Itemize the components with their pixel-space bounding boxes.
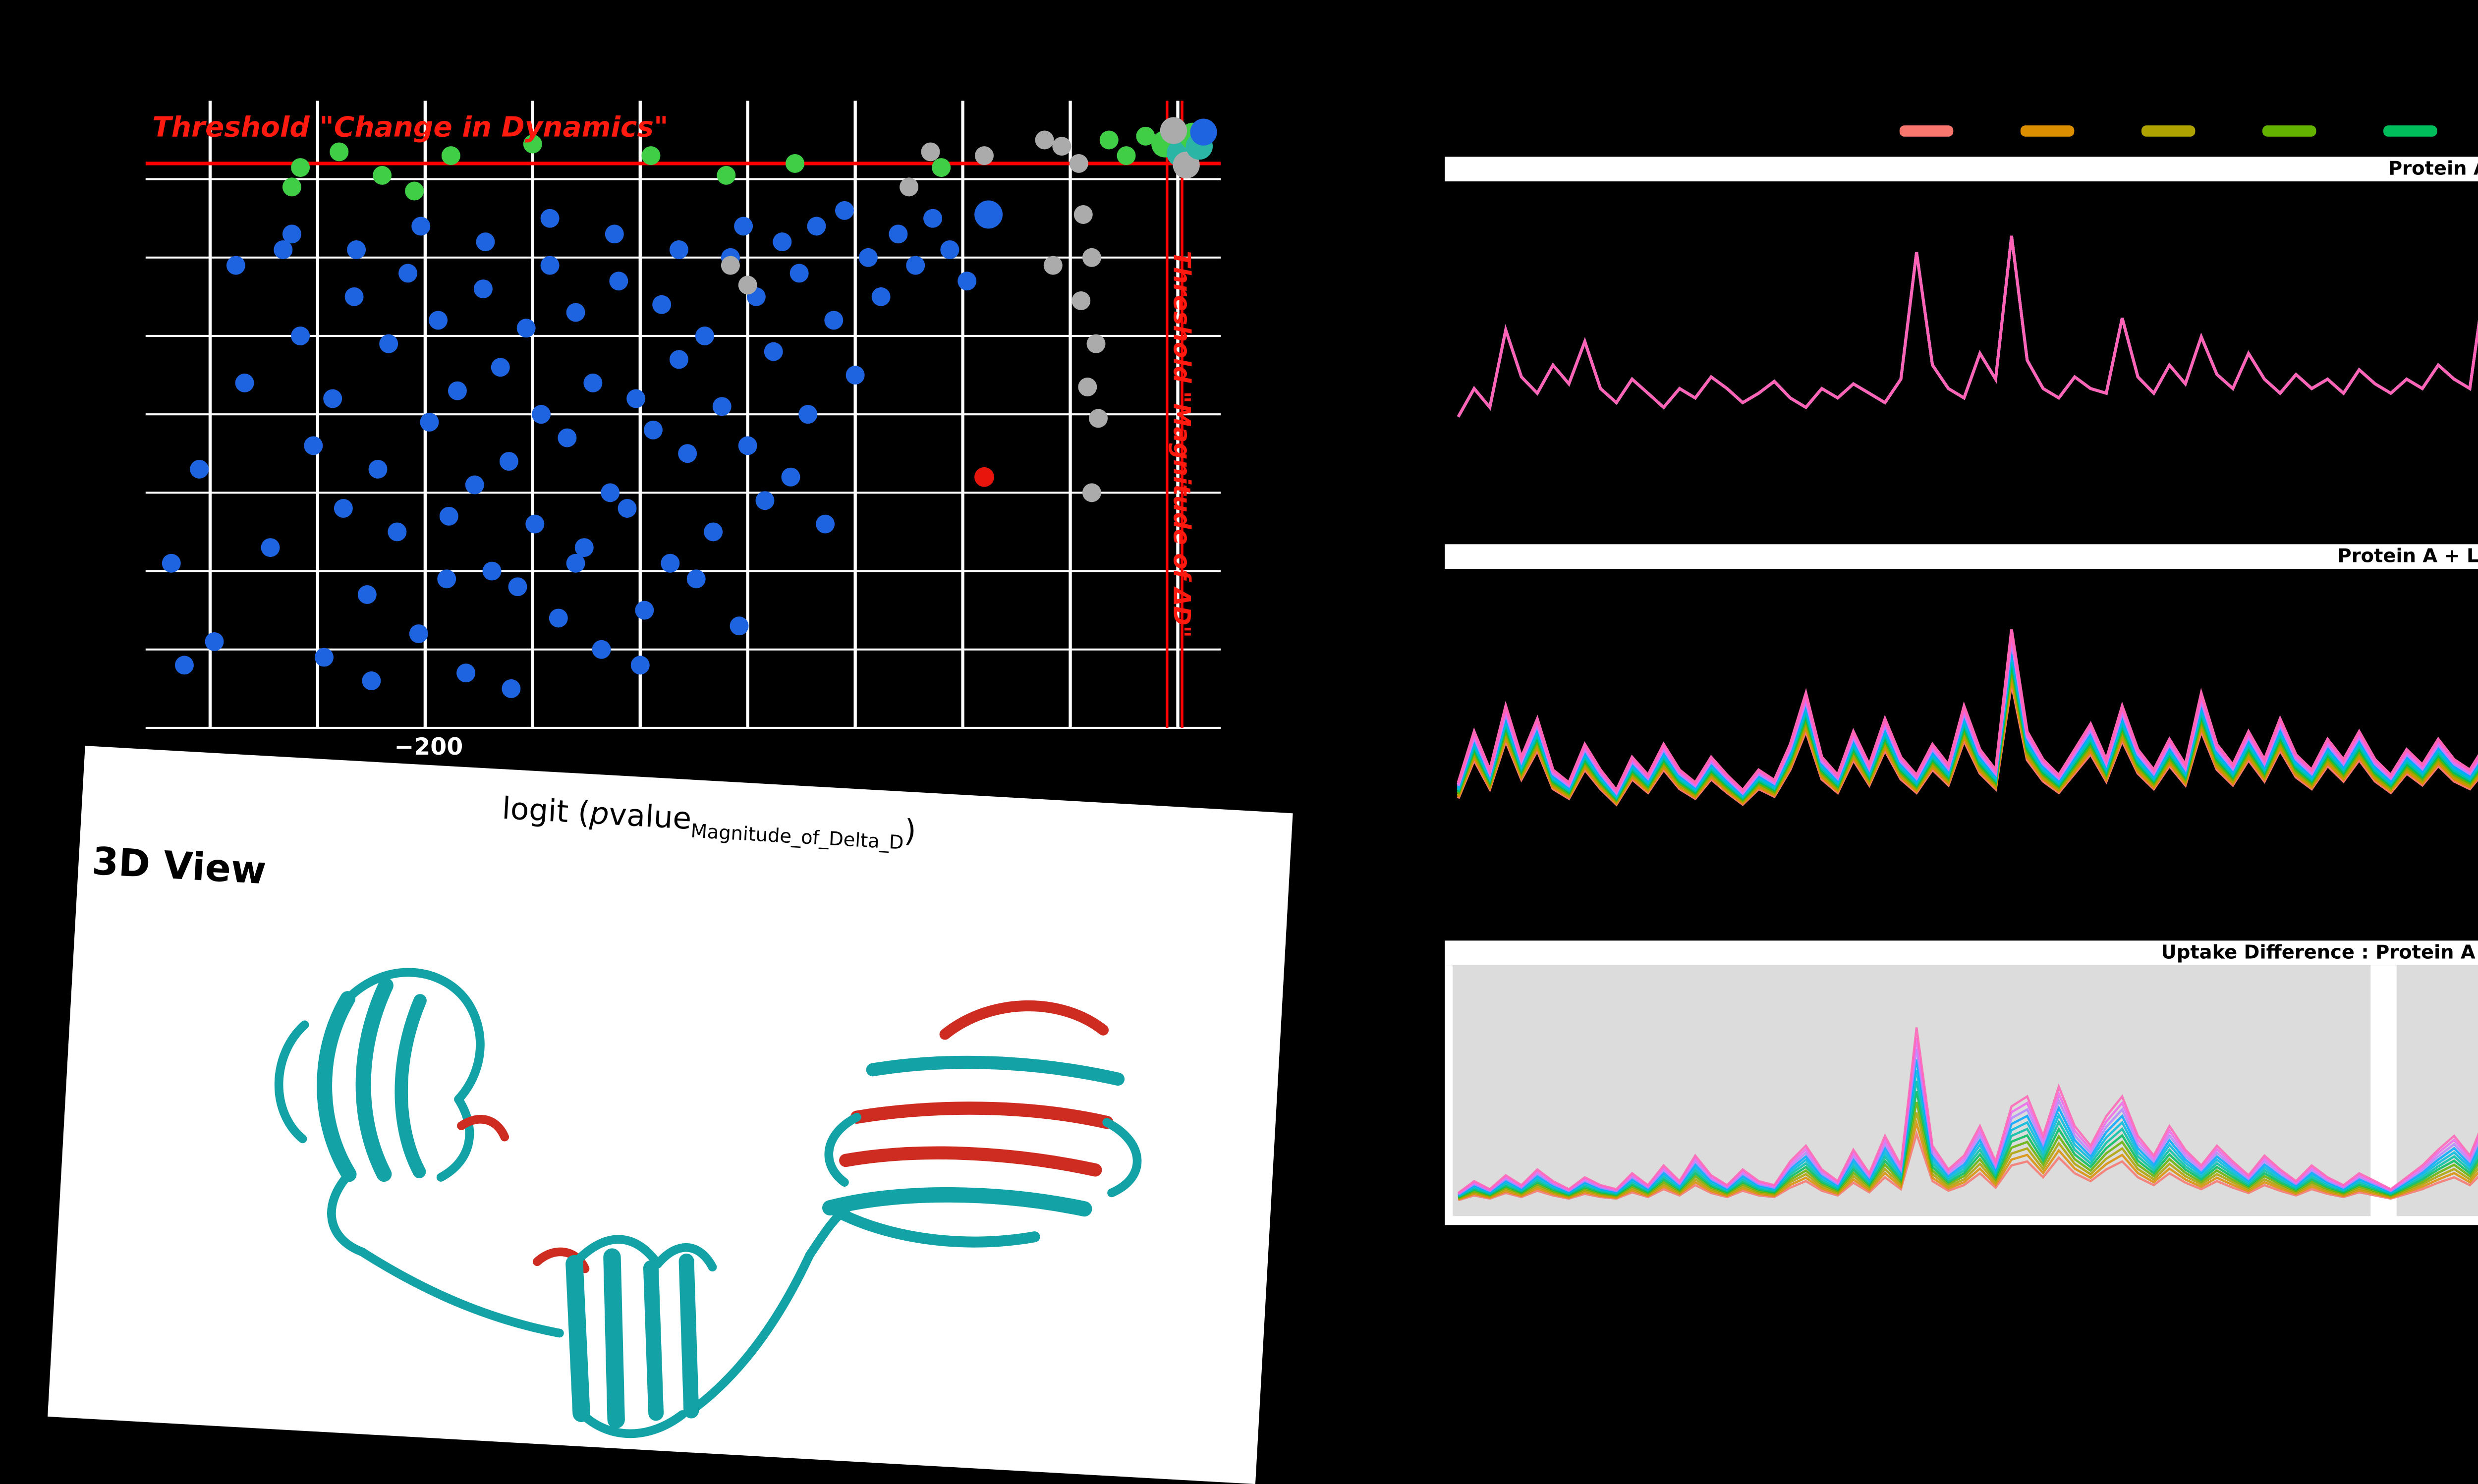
uptake-series-lines — [1457, 235, 2478, 418]
series-line — [1458, 1130, 2478, 1202]
legend-color-dash[interactable] — [2383, 125, 2437, 136]
series-line — [1457, 235, 2478, 418]
app-canvas: Threshold "Change in Dynamics" Threshold… — [48, 101, 2478, 1484]
x-label-close: ) — [903, 814, 917, 851]
volcano-scatter-canvas[interactable] — [145, 101, 1221, 729]
legend-color-dash[interactable] — [2141, 125, 2196, 136]
series-line — [1458, 1038, 2478, 1195]
series-line — [1458, 1070, 2478, 1197]
series-line — [1457, 629, 2478, 793]
uptake-series-lines — [1458, 1027, 2478, 1202]
timepoint-legend — [1899, 125, 2478, 136]
uptake-series-lines — [1457, 629, 2478, 807]
protein-a-title-bar: Protein A — [1445, 157, 2478, 182]
legend-color-dash[interactable] — [1899, 125, 1954, 136]
volcano-scatter-points — [162, 117, 1217, 698]
series-line — [1458, 1080, 2478, 1198]
volcano-gridlines — [145, 101, 1221, 729]
series-line — [1458, 1048, 2478, 1196]
uptake-difference-title-bar: Uptake Difference : Protein A - (Protein… — [1445, 940, 2478, 966]
volcano-x-axis-label: logit (pvalueMagnitude_of_Delta_D) — [328, 782, 1090, 866]
protein-a-ligand-uptake-chart[interactable] — [1445, 569, 2478, 930]
uptake-difference-chart[interactable] — [1445, 965, 2478, 1225]
volcano-threshold-lines — [145, 101, 1221, 728]
threshold-magnitude-label: Threshold "Magnitude of ΔD" — [1167, 251, 1194, 638]
x-label-subscript: Magnitude_of_Delta_D — [690, 822, 904, 856]
panel-3d-view: logit (pvalueMagnitude_of_Delta_D) 3D Vi… — [48, 746, 1293, 1484]
legend-color-dash[interactable] — [2262, 125, 2316, 136]
series-line — [1458, 1101, 2478, 1199]
series-line — [1457, 235, 2478, 418]
series-line — [1457, 235, 2478, 418]
series-line — [1458, 1112, 2478, 1200]
series-line — [1457, 235, 2478, 418]
x-label-p: p — [588, 796, 610, 833]
protein-a-uptake-chart[interactable] — [1445, 181, 2478, 533]
series-line — [1457, 235, 2478, 418]
series-line — [1458, 1091, 2478, 1199]
legend-color-dash[interactable] — [2020, 125, 2075, 136]
series-line — [1457, 235, 2478, 418]
x-label-prefix: logit ( — [501, 791, 591, 832]
threshold-dynamics-label: Threshold "Change in Dynamics" — [152, 110, 669, 144]
protein-a-ligand-title-bar: Protein A + Ligand — [1445, 544, 2478, 569]
series-line — [1458, 1027, 2478, 1194]
x-axis-tick-label: −200 — [394, 734, 463, 762]
protein-ribbon-structure[interactable] — [104, 910, 1250, 1476]
series-line — [1458, 1119, 2478, 1201]
x-label-value: value — [608, 797, 693, 838]
view-3d-title: 3D View — [91, 840, 268, 895]
series-line — [1458, 1059, 2478, 1197]
series-line — [1457, 235, 2478, 418]
